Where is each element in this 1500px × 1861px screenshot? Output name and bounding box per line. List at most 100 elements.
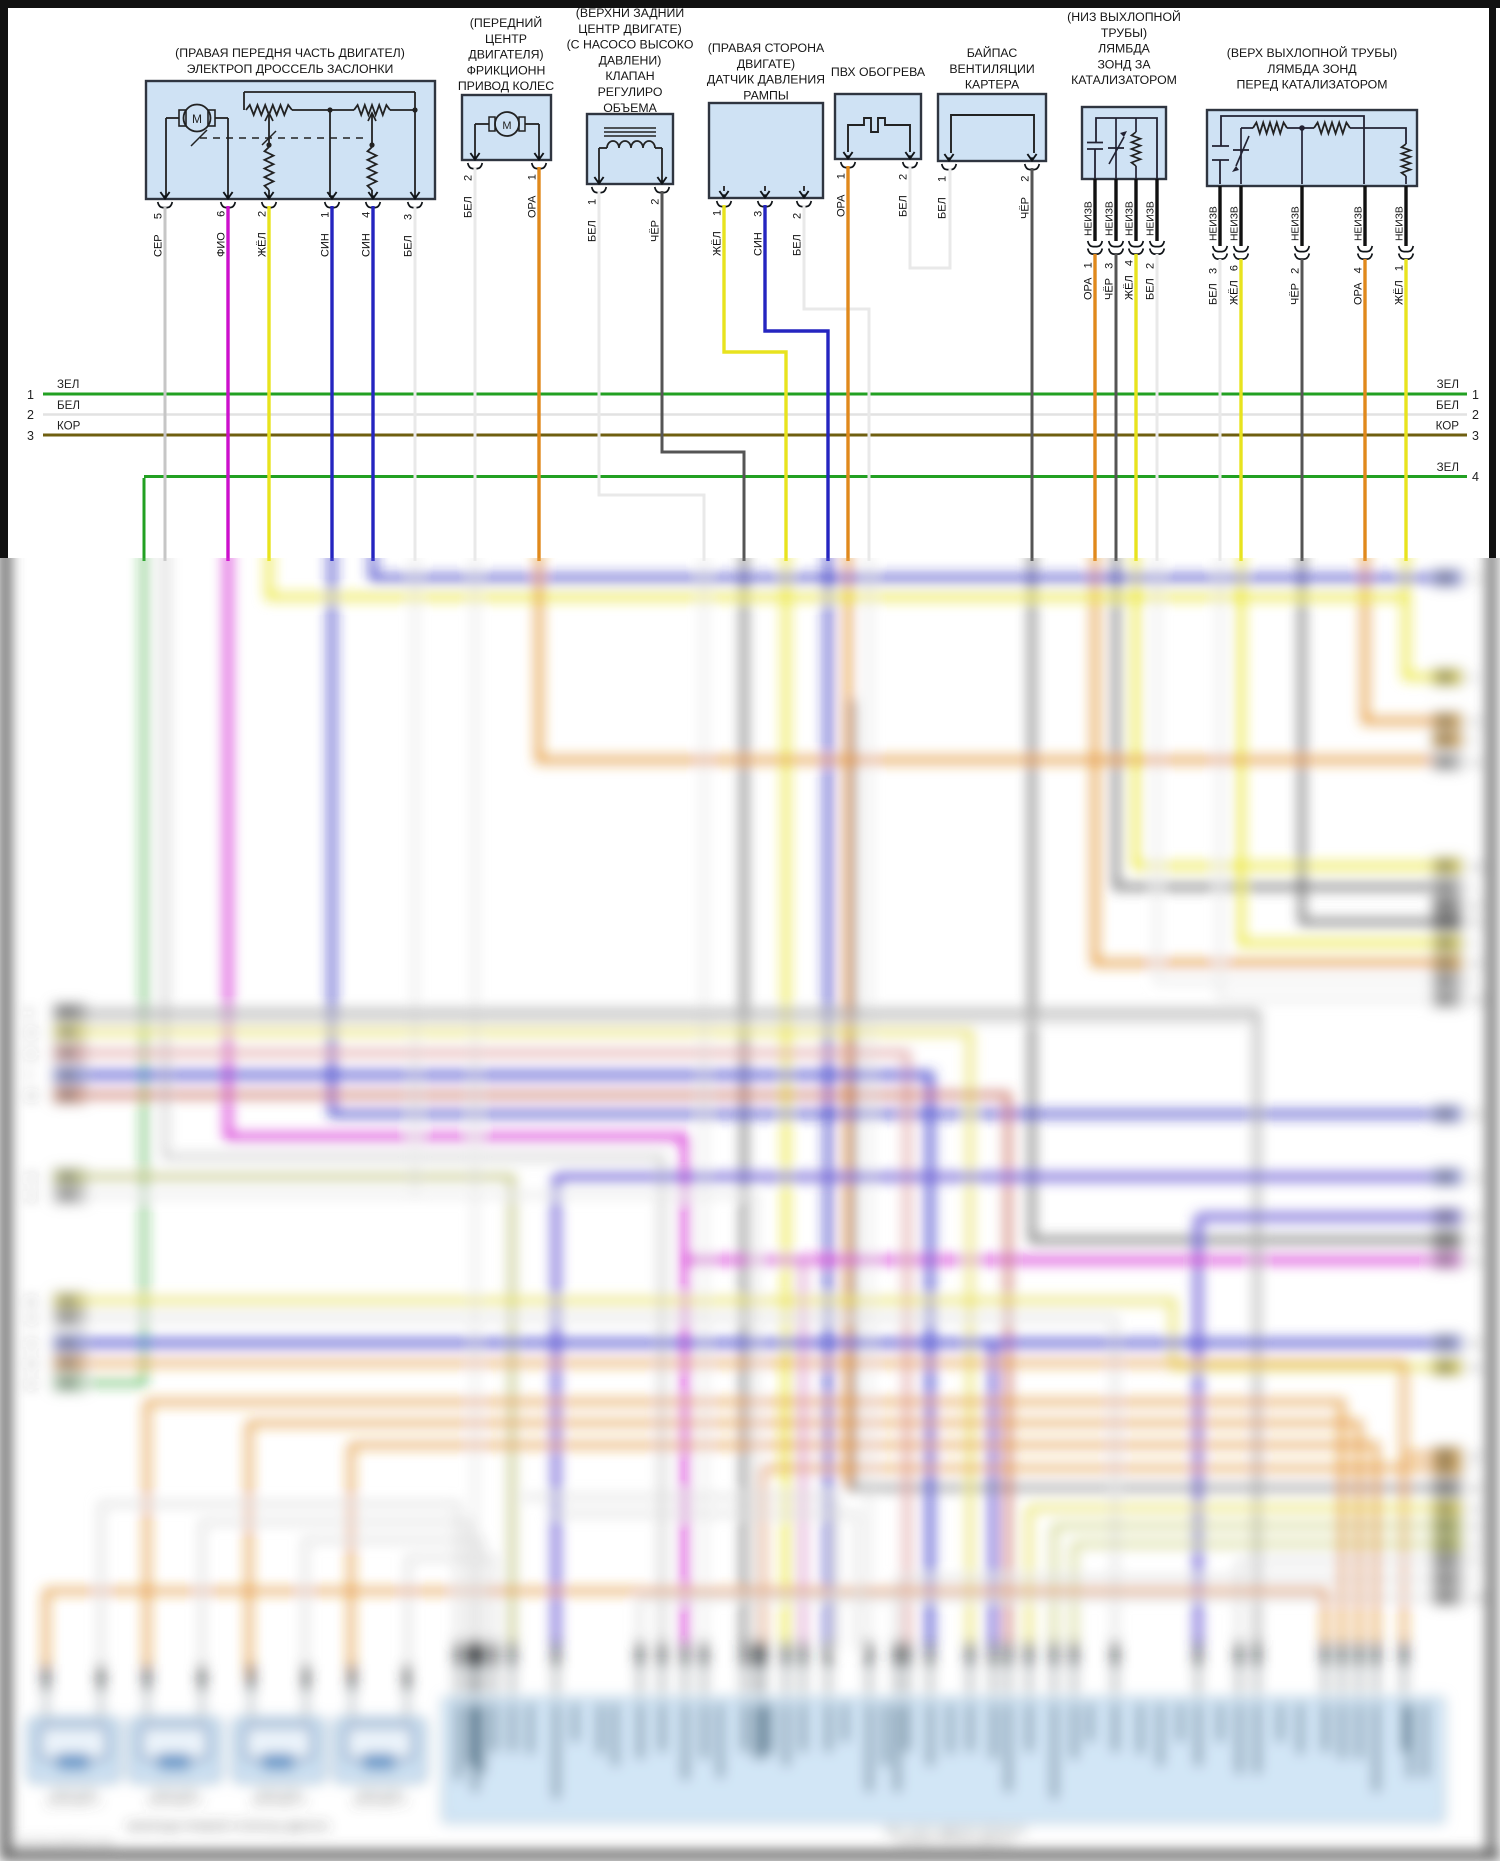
svg-text:carmanualshub.com: carmanualshub.com — [15, 1837, 114, 1849]
svg-text:68: 68 — [1469, 1484, 1480, 1495]
svg-text:ДАТЧИК ДАВЛЕНИЯ: ДАТЧИК ДАВЛЕНИЯ — [707, 73, 825, 87]
svg-text:(ПРАВАЯ СТОРОНА ДВИГАТ): (ПРАВАЯ СТОРОНА ДВИГАТ) — [896, 1836, 1014, 1846]
svg-text:42: 42 — [26, 1379, 37, 1390]
svg-text:ЗЕЛ: ЗЕЛ — [57, 378, 79, 391]
svg-text:(ПРАВАЯ ПЕРЕДНЯ ЧАСТЬ ДВИГАТЕЛ: (ПРАВАЯ ПЕРЕДНЯ ЧАСТЬ ДВИГАТЕЛ) — [175, 46, 405, 60]
svg-text:РАМПЫ: РАМПЫ — [743, 88, 789, 102]
svg-text:ЖЁЛ 1: ЖЁЛ 1 — [1394, 265, 1406, 305]
svg-text:ФРИКЦИОНН: ФРИКЦИОНН — [467, 63, 546, 77]
svg-text:БЕЛ 2: БЕЛ 2 — [898, 174, 910, 217]
svg-text:БЕЛ 3: БЕЛ 3 — [1208, 268, 1220, 305]
svg-text:13: 13 — [1469, 1173, 1480, 1184]
svg-text:111: 111 — [1469, 862, 1483, 873]
svg-text:33: 33 — [1469, 1522, 1480, 1533]
svg-text:15: 15 — [26, 1339, 37, 1350]
svg-text:61: 61 — [1469, 1256, 1480, 1267]
svg-text:ЦЕНТР: ЦЕНТР — [485, 32, 527, 46]
svg-text:12: 12 — [1469, 1540, 1480, 1551]
svg-text:(ВЕРХ ВЫХЛОПНОЙ ТРУБЫ): (ВЕРХ ВЫХЛОПНОЙ ТРУБЫ) — [1227, 45, 1398, 60]
svg-text:2: 2 — [1472, 408, 1479, 422]
svg-text:ФОРСУНКА: ФОРСУНКА — [152, 1786, 199, 1796]
svg-text:НЕИЗВ: НЕИЗВ — [1105, 201, 1116, 236]
svg-text:ОРА 1: ОРА 1 — [836, 173, 848, 217]
svg-text:РЕГУЛИРО: РЕГУЛИРО — [598, 85, 663, 99]
svg-text:ЗЕЛ: ЗЕЛ — [1437, 378, 1459, 391]
svg-text:ФИО 6: ФИО 6 — [216, 211, 228, 257]
svg-text:19: 19 — [26, 1314, 37, 1325]
svg-text:НЕИЗВ: НЕИЗВ — [1209, 206, 1220, 241]
svg-text:ЗЕЛ: ЗЕЛ — [1437, 461, 1459, 474]
svg-text:БЕЛ: БЕЛ — [1436, 399, 1459, 412]
svg-text:ЧЁР 2: ЧЁР 2 — [1290, 268, 1302, 305]
svg-text:ЧЁР 3: ЧЁР 3 — [1104, 263, 1116, 300]
svg-text:2: 2 — [27, 408, 34, 422]
svg-text:ПРИВОД КОЛЕС: ПРИВОД КОЛЕС — [458, 79, 554, 93]
svg-text:КЛАПАН: КЛАПАН — [605, 69, 654, 83]
svg-text:55: 55 — [26, 1297, 37, 1308]
svg-text:НЕИЗВ: НЕИЗВ — [1125, 201, 1136, 236]
svg-text:(ВПЕРЕДИ ПРАВОЙ СТОРОНЫ ДВИГАТ: (ВПЕРЕДИ ПРАВОЙ СТОРОНЫ ДВИГАТ) — [127, 1820, 329, 1833]
svg-text:ФОРСУНКА: ФОРСУНКА — [256, 1786, 303, 1796]
svg-text:НЕИЗВ: НЕИЗВ — [1354, 206, 1365, 241]
svg-text:ЦЕНТР ДВИГАТЕ): ЦЕНТР ДВИГАТЕ) — [578, 22, 682, 36]
svg-text:ФОРСУНКА: ФОРСУНКА — [51, 1786, 98, 1796]
svg-text:M: M — [502, 120, 511, 132]
svg-text:КАРТЕРА: КАРТЕРА — [965, 78, 1020, 92]
svg-text:83: 83 — [1469, 918, 1480, 929]
svg-text:ОРА 4: ОРА 4 — [1353, 267, 1365, 305]
svg-text:(ПРАВАЯ СТОРОНА: (ПРАВАЯ СТОРОНА — [708, 41, 825, 55]
svg-text:СЕР 5: СЕР 5 — [153, 213, 165, 257]
svg-text:ЧЁР 2: ЧЁР 2 — [1020, 176, 1032, 219]
svg-text:3: 3 — [1469, 1575, 1474, 1586]
svg-text:ЛЯМБДА: ЛЯМБДА — [1098, 42, 1151, 56]
svg-text:ЦИЛИНДРА 4: ЦИЛИНДРА 4 — [353, 1796, 407, 1806]
svg-text:95: 95 — [1469, 1339, 1480, 1350]
svg-text:48: 48 — [26, 1091, 37, 1102]
svg-text:M: M — [192, 112, 202, 126]
svg-text:87: 87 — [1469, 1213, 1480, 1224]
svg-text:6: 6 — [1469, 736, 1474, 747]
svg-text:9: 9 — [1469, 939, 1474, 950]
svg-text:КОР: КОР — [1436, 420, 1460, 433]
svg-text:22: 22 — [1469, 717, 1480, 728]
svg-text:ДАВЛЕНИ): ДАВЛЕНИ) — [599, 53, 662, 67]
svg-text:8: 8 — [1469, 673, 1474, 684]
svg-text:4: 4 — [1469, 883, 1474, 894]
svg-text:ЖЁЛ 1: ЖЁЛ 1 — [712, 210, 724, 256]
svg-text:43: 43 — [26, 1028, 37, 1039]
svg-text:БАЙПАС: БАЙПАС — [967, 45, 1018, 60]
svg-text:БЕЛ 1: БЕЛ 1 — [937, 176, 949, 219]
svg-text:СИН 1: СИН 1 — [320, 212, 332, 257]
svg-text:102: 102 — [1469, 1593, 1485, 1604]
svg-text:ЦИЛИНДРА 2: ЦИЛИНДРА 2 — [148, 1796, 202, 1806]
svg-text:БЕЛ 1: БЕЛ 1 — [587, 199, 599, 242]
svg-text:9: 9 — [26, 1008, 31, 1019]
svg-text:45: 45 — [1469, 1451, 1480, 1462]
svg-text:НЕИЗВ: НЕИЗВ — [1230, 206, 1241, 241]
svg-text:29: 29 — [1469, 901, 1480, 912]
svg-text:ЛЯМБДА ЗОНД: ЛЯМБДА ЗОНД — [1267, 62, 1357, 76]
svg-text:НЕИЗВ: НЕИЗВ — [1084, 201, 1095, 236]
svg-text:1: 1 — [1472, 388, 1479, 402]
svg-text:ДВИГАТЕЛЯ): ДВИГАТЕЛЯ) — [468, 48, 543, 62]
svg-text:38: 38 — [1469, 1110, 1480, 1121]
svg-text:СИН 3: СИН 3 — [753, 211, 765, 256]
svg-text:ВЕНТИЛЯЦИИ: ВЕНТИЛЯЦИИ — [949, 62, 1034, 76]
svg-text:24: 24 — [1469, 1504, 1480, 1515]
svg-text:СИН 4: СИН 4 — [361, 212, 373, 257]
svg-text:14: 14 — [26, 1173, 37, 1184]
svg-text:ПЕРЕД КАТАЛИЗАТОРОМ: ПЕРЕД КАТАЛИЗАТОРОМ — [1236, 78, 1387, 92]
svg-text:ЦИЛИНДРА 3: ЦИЛИНДРА 3 — [252, 1796, 306, 1806]
svg-text:НЕИЗВ: НЕИЗВ — [1291, 206, 1302, 241]
svg-text:(С НАСОСО ВЫСОКО: (С НАСОСО ВЫСОКО — [567, 38, 694, 52]
svg-text:8: 8 — [1469, 977, 1474, 988]
svg-text:ОБЪЕМА: ОБЪЕМА — [603, 101, 657, 115]
svg-text:(ПЕРЕДНИЙ: (ПЕРЕДНИЙ — [470, 15, 542, 30]
svg-text:БЕЛ 2: БЕЛ 2 — [463, 175, 475, 218]
svg-text:2: 2 — [1469, 1464, 1474, 1475]
svg-text:БЕЛ 3: БЕЛ 3 — [403, 214, 415, 257]
svg-text:ТРУБЫ): ТРУБЫ) — [1101, 26, 1147, 40]
svg-text:3: 3 — [27, 429, 34, 443]
svg-text:28: 28 — [26, 1359, 37, 1370]
svg-text:49: 49 — [1469, 959, 1480, 970]
